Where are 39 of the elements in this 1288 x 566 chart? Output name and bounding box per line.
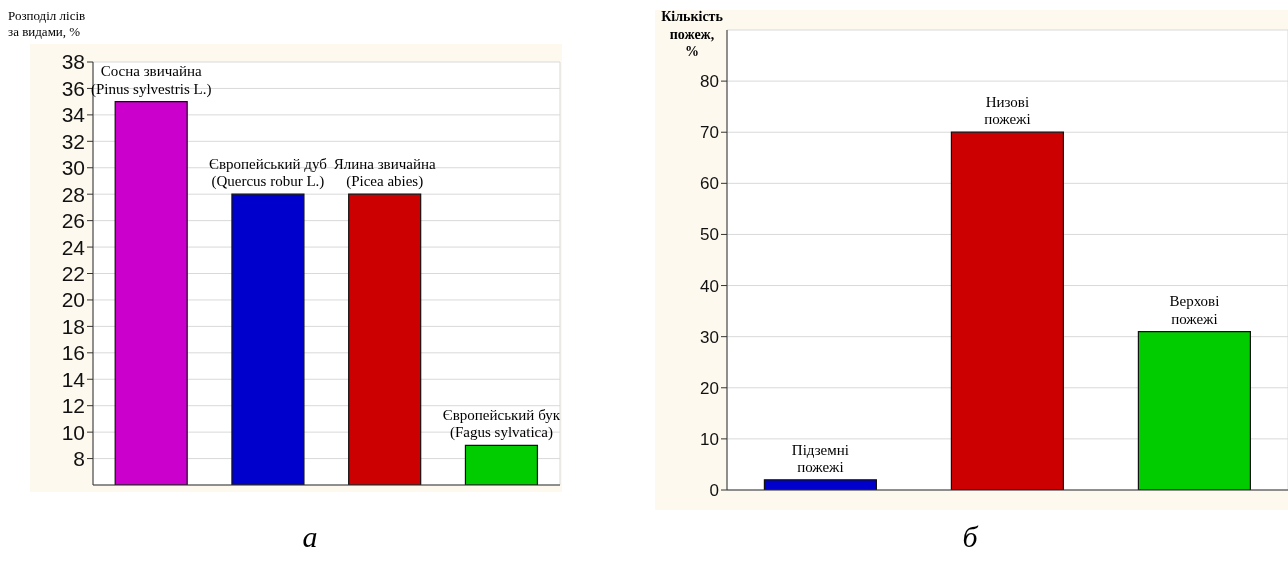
y-tick-label: 30 <box>61 156 85 180</box>
y-tick-label: 20 <box>61 288 85 312</box>
category-label: Європейський бук (Fagus sylvatica) <box>442 407 560 441</box>
y-tick-label: 40 <box>700 276 719 296</box>
bar <box>950 131 1064 490</box>
x-tick-label: Низові пожежі <box>984 93 1031 128</box>
y-tick-label: 0 <box>709 481 719 501</box>
category-label: Сосна звичайна (Pinus sylvestris L.) <box>90 63 212 97</box>
y-tick-label: 70 <box>700 123 719 143</box>
y-tick-label: 10 <box>700 429 719 449</box>
y-tick-label: 60 <box>700 174 719 194</box>
y-axis-title: Кількість пожеж, % <box>660 8 724 61</box>
y-tick-label: 20 <box>700 378 719 398</box>
y-tick-label: 8 <box>73 447 85 471</box>
y-tick-label: 30 <box>700 327 719 347</box>
bar <box>763 479 877 490</box>
y-tick-label: 28 <box>61 182 85 206</box>
y-tick-label: 14 <box>61 367 86 391</box>
y-tick-label: 32 <box>61 129 85 153</box>
y-tick-label: 34 <box>61 103 86 127</box>
bar <box>1137 330 1251 490</box>
y-tick-label: 26 <box>61 209 85 233</box>
y-tick-label: 22 <box>61 261 85 285</box>
y-tick-label: 38 <box>61 50 85 74</box>
category-label: Європейський дуб (Quercus robur L.) <box>209 155 327 190</box>
y-tick-label: 18 <box>61 314 85 338</box>
text: б <box>961 520 979 554</box>
x-tick-label: Верхові пожежі <box>1169 293 1220 327</box>
category-label: Ялина звичайна (Picea abies) <box>333 155 436 190</box>
y-tick-label: 36 <box>61 76 85 100</box>
y-tick-label: 80 <box>700 72 719 92</box>
y-tick-label: 50 <box>700 225 719 245</box>
y-tick-label: 16 <box>61 341 85 365</box>
y-tick-label: 10 <box>61 420 85 444</box>
y-axis-title: Розподіл лісів за видами, % <box>8 8 87 41</box>
y-tick-label: 12 <box>61 394 85 418</box>
y-tick-label: 24 <box>61 235 86 259</box>
x-tick-label: Підземні пожежі <box>791 441 849 475</box>
text: а <box>301 520 319 554</box>
